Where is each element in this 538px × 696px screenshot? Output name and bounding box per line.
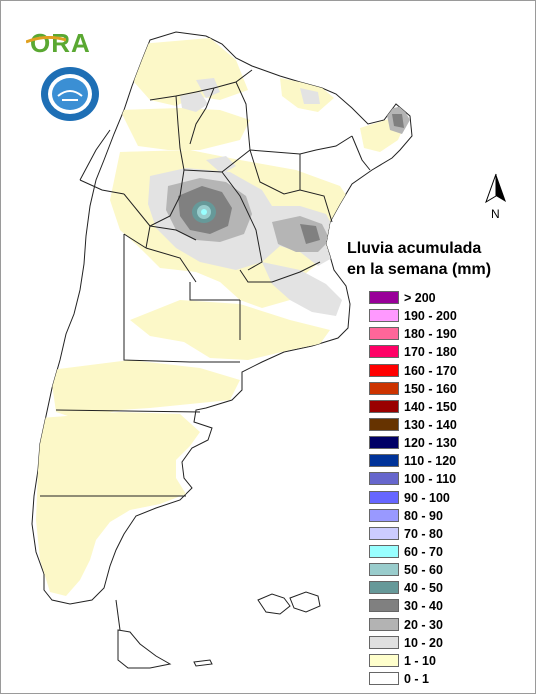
legend-swatch — [369, 381, 399, 395]
legend-swatch — [369, 417, 399, 431]
legend-swatch — [369, 399, 399, 413]
legend-swatch — [369, 563, 399, 577]
legend-label: 40 - 50 — [404, 581, 443, 596]
legend-swatch — [369, 526, 399, 540]
legend-label: 90 - 100 — [404, 490, 450, 505]
legend-swatch — [369, 363, 399, 377]
legend-title: Lluvia acumulada en la semana (mm) — [347, 238, 491, 280]
legend-title-line1: Lluvia acumulada — [347, 240, 482, 257]
legend-label: 50 - 60 — [404, 563, 443, 578]
legend-swatch — [369, 617, 399, 631]
legend-swatch — [369, 544, 399, 558]
legend-title-line2: en la semana (mm) — [347, 261, 492, 278]
legend-swatch — [369, 291, 399, 304]
legend-label: 80 - 90 — [404, 508, 443, 523]
legend-label: 180 - 190 — [404, 327, 457, 342]
legend-swatch — [369, 345, 399, 359]
legend-label: 60 - 70 — [404, 544, 443, 559]
legend-swatch — [369, 490, 399, 504]
legend-swatch — [369, 454, 399, 468]
legend-swatch — [369, 671, 399, 685]
legend-label: 20 - 30 — [404, 617, 443, 632]
legend-label: 160 - 170 — [404, 363, 457, 378]
legend-label: 70 - 80 — [404, 526, 443, 541]
legend-swatch — [369, 599, 399, 613]
legend-label: > 200 — [404, 291, 436, 305]
legend-label: 120 - 130 — [404, 436, 457, 451]
legend-label: 10 - 20 — [404, 635, 443, 650]
legend-swatch — [369, 635, 399, 649]
province-borders — [40, 69, 371, 631]
legend-swatch — [369, 653, 399, 667]
malvinas-islands — [257, 591, 321, 615]
legend-label: 1 - 10 — [404, 653, 436, 668]
legend-swatch — [369, 581, 399, 595]
legend-label: 110 - 120 — [404, 454, 457, 469]
legend-swatch — [369, 436, 399, 450]
legend-label: 140 - 150 — [404, 399, 457, 414]
legend-label: 170 - 180 — [404, 345, 457, 360]
legend-swatch — [369, 472, 399, 486]
tierra-del-fuego — [117, 629, 172, 669]
ora-logo-text: ORA — [30, 28, 91, 58]
north-label: N — [491, 207, 500, 221]
legend-label: 0 - 1 — [404, 671, 430, 686]
ora-swoosh-icon — [26, 36, 66, 44]
rain-shading — [36, 38, 410, 596]
legend-swatch — [369, 327, 399, 341]
legend-swatch — [369, 309, 399, 323]
legend-label: 130 - 140 — [404, 417, 457, 432]
smn-seal-logo — [41, 67, 99, 121]
legend-swatch — [369, 508, 399, 522]
legend-label: 190 - 200 — [404, 309, 457, 324]
legend-label: 100 - 110 — [404, 472, 457, 487]
ora-logo: ORA — [26, 28, 91, 59]
isla-de-los-estados — [193, 659, 213, 667]
north-arrow-icon: N — [485, 173, 506, 221]
legend-label: 150 - 160 — [404, 381, 457, 396]
legend-label: 30 - 40 — [404, 599, 443, 614]
